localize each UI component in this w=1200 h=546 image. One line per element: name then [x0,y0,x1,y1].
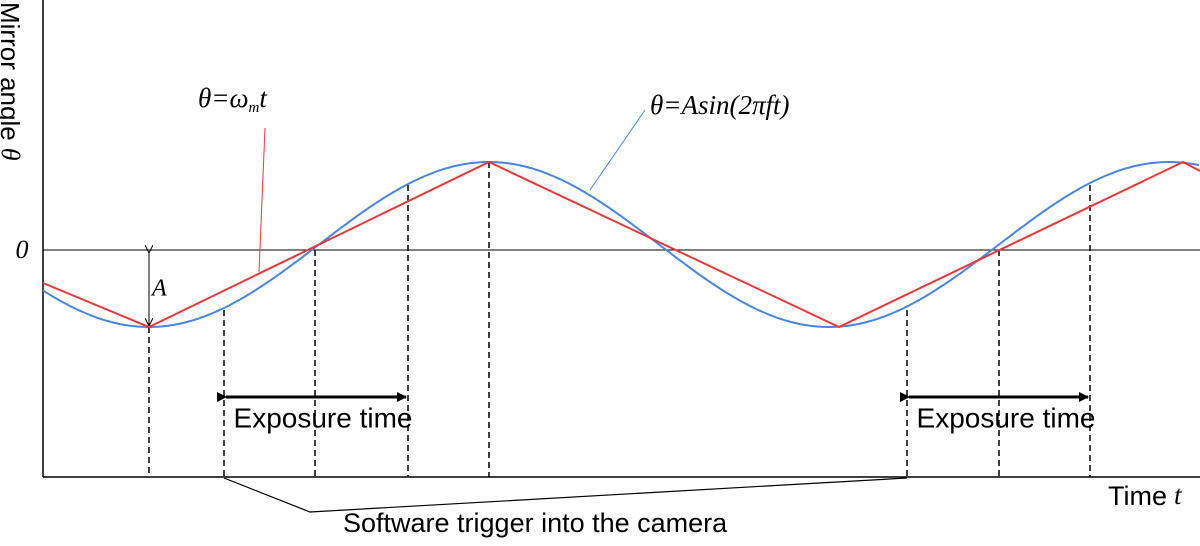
exposure-label: Exposure time [234,402,413,433]
linear-leader [258,127,266,273]
sine-label: θ=Asin(2πft) [650,90,790,120]
y-axis-label: Mirror angleθ [0,2,25,161]
zero-label: 0 [16,235,29,264]
trigger-label: Software trigger into the camera [343,508,728,538]
amplitude-label: A [150,276,167,302]
trigger-pointer [223,477,908,513]
linear-label: θ=ωmt [198,83,268,116]
linear-curve [42,160,1200,329]
exposure-label: Exposure time [917,402,1096,433]
x-axis-label: Time t [1108,480,1183,511]
sine-curve [42,161,1200,328]
sine-leader [589,109,646,191]
